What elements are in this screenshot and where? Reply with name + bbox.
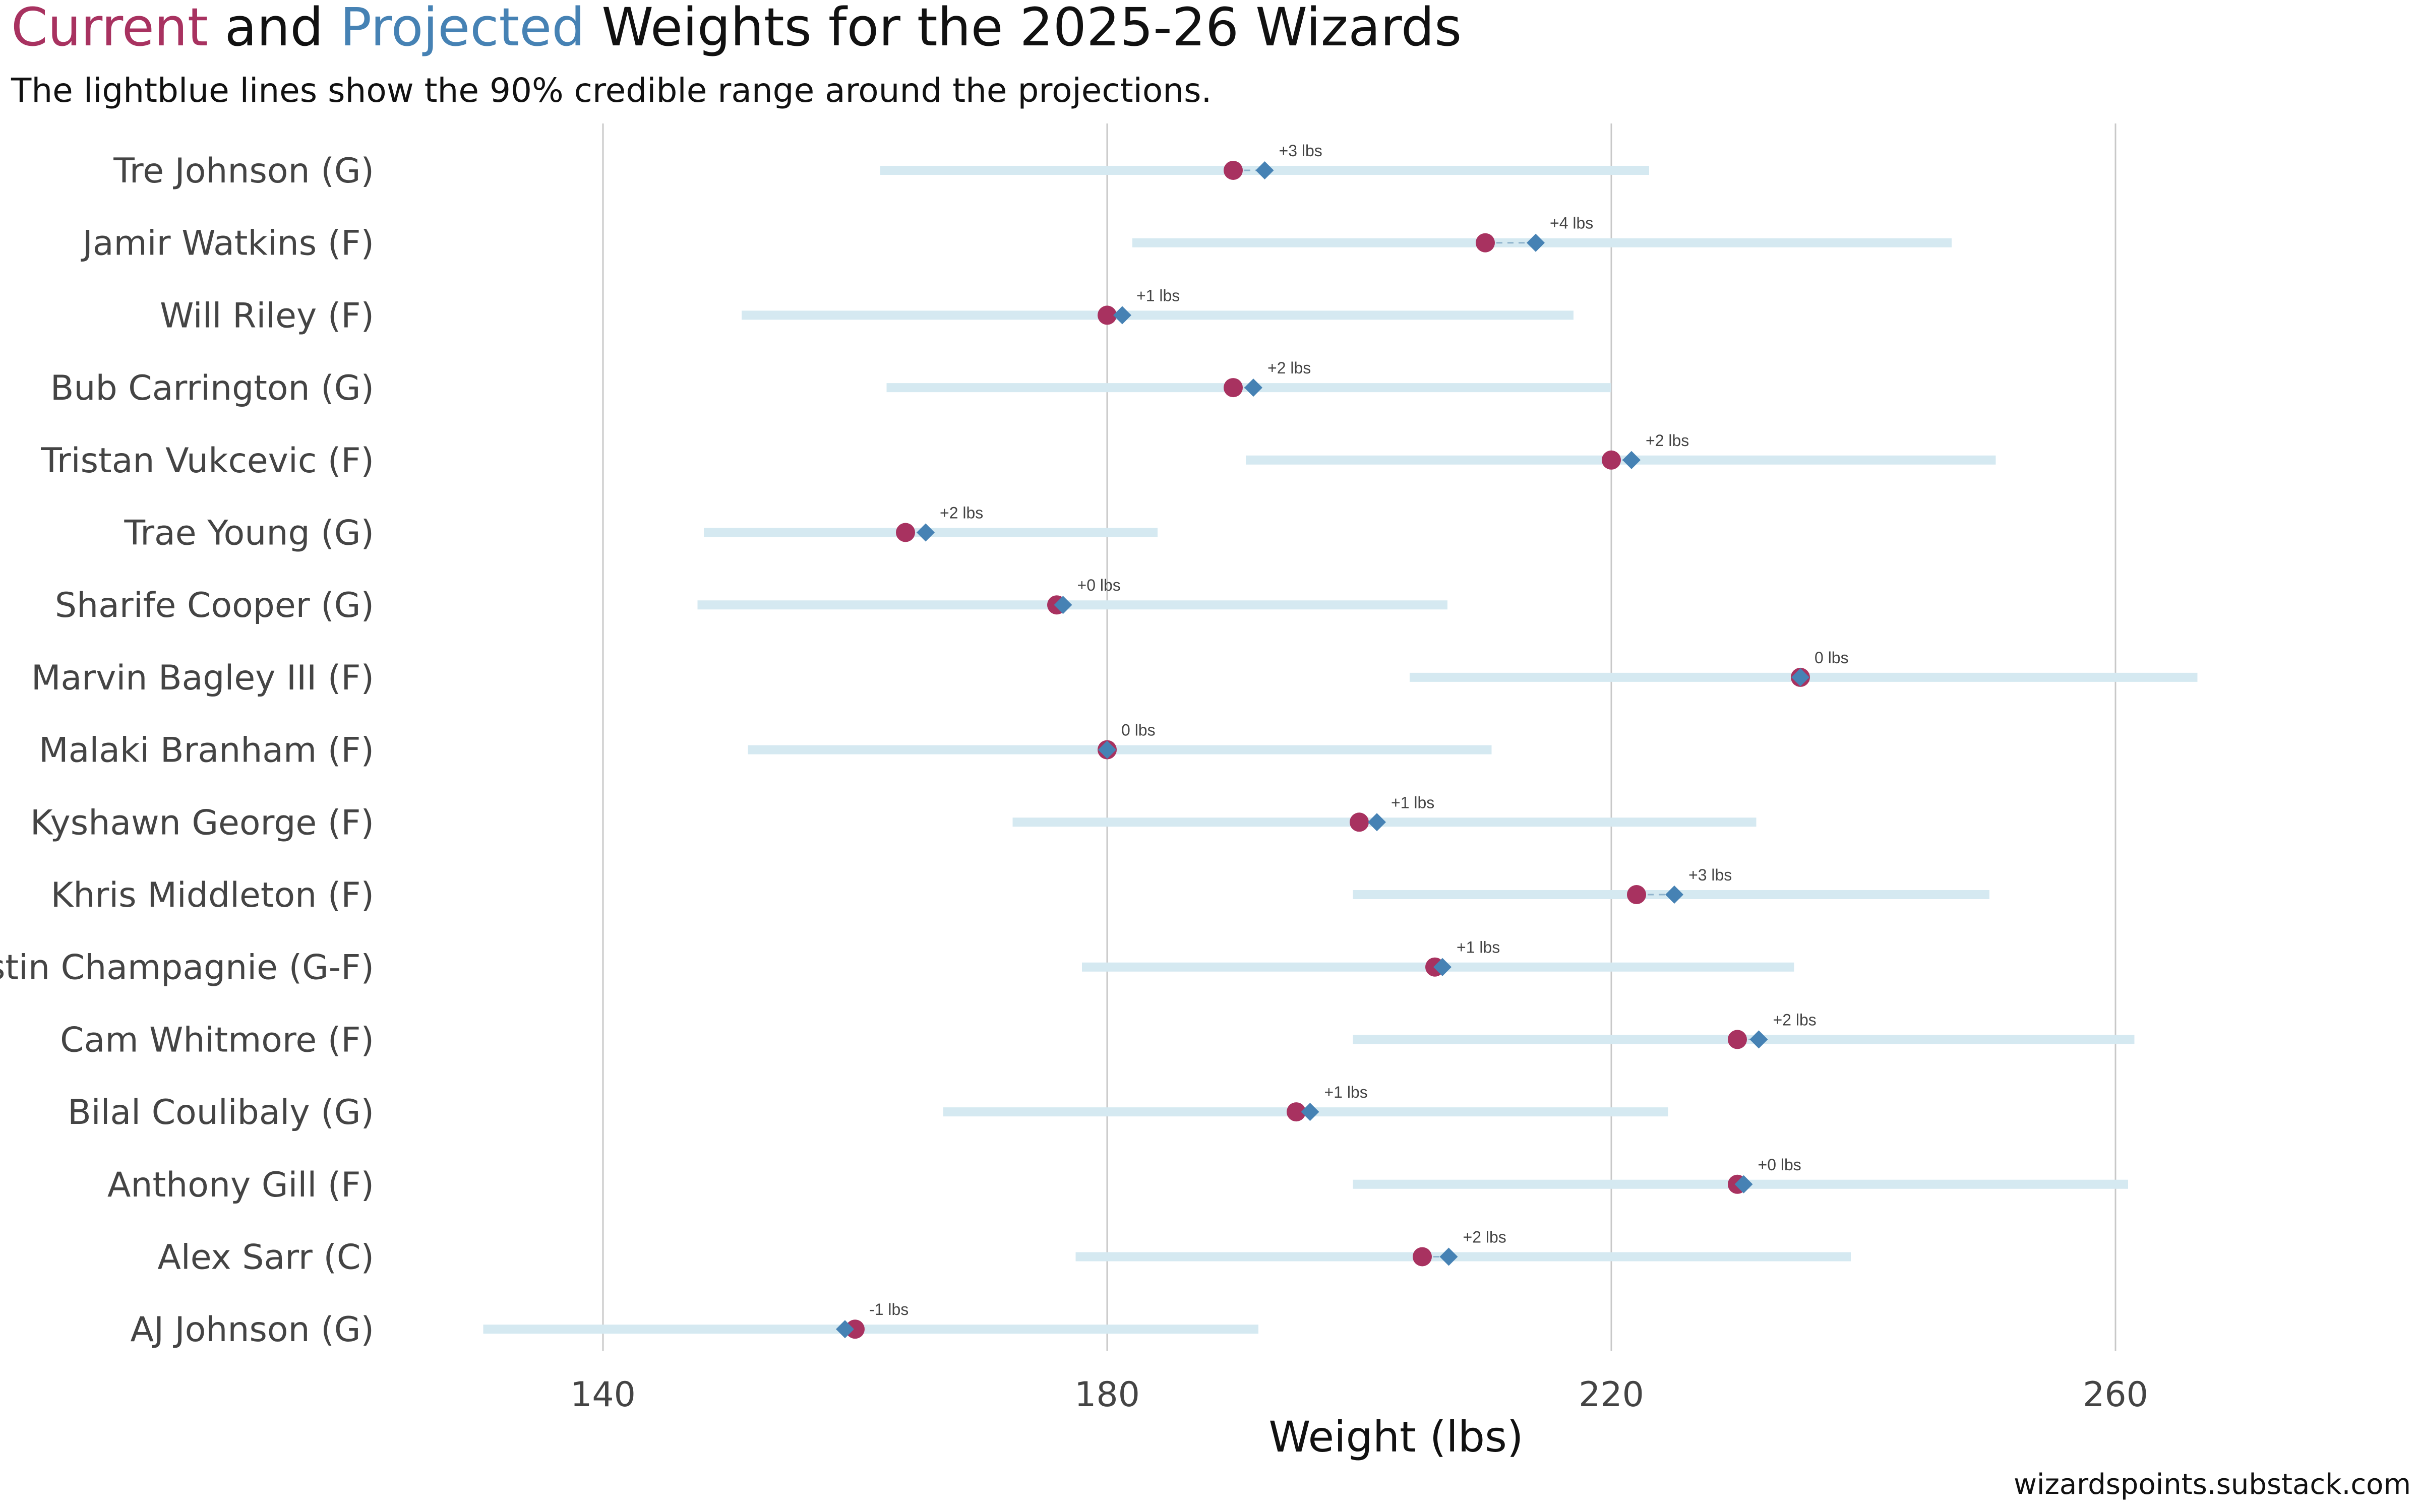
title-part-3: Weights for the 2025-26 Wizards — [585, 0, 1462, 58]
delta-label-tre-johnson-g: +3 lbs — [1279, 142, 1322, 160]
y-label-aj-johnson-g: AJ Johnson (G) — [130, 1310, 374, 1350]
delta-label-will-riley-f: +1 lbs — [1136, 286, 1180, 304]
x-axis-title: Weight (lbs) — [1268, 1412, 1523, 1462]
current-point-tre-johnson-g — [1224, 161, 1243, 180]
chart-subtitle: The lightblue lines show the 90% credibl… — [11, 71, 1212, 110]
x-tick-140: 140 — [570, 1375, 636, 1415]
y-label-bub-carrington-g: Bub Carrington (G) — [50, 368, 374, 408]
y-label-marvin-bagley-iii-f: Marvin Bagley III (F) — [31, 658, 374, 698]
current-point-kyshawn-george-f — [1350, 812, 1369, 832]
y-label-bilal-coulibaly-g: Bilal Coulibaly (G) — [68, 1093, 374, 1132]
current-point-bub-carrington-g — [1224, 378, 1243, 398]
projected-point-trae-young-g — [917, 523, 935, 542]
projected-point-malaki-branham-f — [1098, 740, 1116, 759]
player-labels: +3 lbs Tre Johnson (G) +4 lbs Jamir Watkins… — [0, 142, 1849, 1350]
delta-label-tristan-vukcevic-f: +2 lbs — [1646, 431, 1689, 450]
delta-label-jamir-watkins-f: +4 lbs — [1550, 214, 1593, 232]
projected-point-bub-carrington-g — [1244, 379, 1262, 397]
delta-label-anthony-gill-f: +0 lbs — [1758, 1156, 1801, 1174]
projected-point-will-riley-f — [1113, 306, 1131, 325]
delta-label-bub-carrington-g: +2 lbs — [1267, 359, 1311, 377]
delta-label-kyshawn-george-f: +1 lbs — [1391, 793, 1434, 811]
delta-label-alex-sarr-c: +2 lbs — [1463, 1228, 1506, 1246]
current-point-aj-johnson-g — [845, 1319, 865, 1339]
delta-label-aj-johnson-g: -1 lbs — [869, 1300, 909, 1318]
projected-point-alex-sarr-c — [1439, 1247, 1458, 1266]
title-part-1: and — [208, 0, 340, 58]
y-label-malaki-branham-f: Malaki Branham (F) — [39, 731, 374, 771]
current-point-trae-young-g — [896, 523, 915, 542]
y-label-anthony-gill-f: Anthony Gill (F) — [107, 1165, 374, 1205]
chart-title: Current and Projected Weights for the 20… — [11, 0, 1462, 58]
x-tick-260: 260 — [2083, 1375, 2148, 1415]
y-label-tristan-vukcevic-f: Tristan Vukcevic (F) — [40, 441, 374, 481]
delta-label-sharife-cooper-g: +0 lbs — [1077, 576, 1121, 594]
y-label-will-riley-f: Will Riley (F) — [160, 296, 374, 336]
x-tick-180: 180 — [1074, 1375, 1140, 1415]
title-part-2: Projected — [340, 0, 585, 58]
projected-point-tristan-vukcevic-f — [1622, 451, 1641, 469]
delta-label-justin-champagnie-g-f: +1 lbs — [1457, 938, 1500, 957]
x-axis-ticks: 140 180 220 260 — [570, 1375, 2148, 1415]
projected-point-cam-whitmore-f — [1749, 1030, 1768, 1049]
y-label-sharife-cooper-g: Sharife Cooper (G) — [55, 586, 374, 625]
projected-point-bilal-coulibaly-g — [1301, 1103, 1319, 1121]
current-point-jamir-watkins-f — [1476, 233, 1495, 253]
projected-point-justin-champagnie-g-f — [1433, 958, 1451, 976]
projected-point-khris-middleton-f — [1665, 886, 1683, 904]
y-label-jamir-watkins-f: Jamir Watkins (F) — [81, 224, 374, 264]
y-label-khris-middleton-f: Khris Middleton (F) — [51, 875, 374, 915]
projected-point-marvin-bagley-iii-f — [1791, 668, 1809, 686]
y-label-kyshawn-george-f: Kyshawn George (F) — [30, 803, 374, 843]
y-label-cam-whitmore-f: Cam Whitmore (F) — [60, 1020, 374, 1060]
projected-point-tre-johnson-g — [1255, 161, 1274, 179]
x-tick-220: 220 — [1579, 1375, 1644, 1415]
projected-point-jamir-watkins-f — [1527, 233, 1545, 252]
delta-label-khris-middleton-f: +3 lbs — [1688, 866, 1732, 884]
delta-label-marvin-bagley-iii-f: 0 lbs — [1814, 649, 1849, 667]
y-label-tre-johnson-g: Tre Johnson (G) — [113, 151, 374, 191]
gridlines — [602, 123, 2116, 1351]
delta-label-cam-whitmore-f: +2 lbs — [1773, 1011, 1817, 1029]
projected-point-anthony-gill-f — [1734, 1175, 1753, 1193]
projected-point-kyshawn-george-f — [1368, 813, 1386, 832]
weight-points — [836, 161, 1810, 1339]
current-point-bilal-coulibaly-g — [1287, 1102, 1306, 1122]
credit-text: wizardspoints.substack.com — [2014, 1468, 2411, 1501]
current-point-will-riley-f — [1098, 305, 1117, 325]
current-point-cam-whitmore-f — [1728, 1030, 1747, 1049]
y-label-justin-champagnie-g-f: Justin Champagnie (G-F) — [0, 948, 374, 988]
delta-label-bilal-coulibaly-g: +1 lbs — [1324, 1083, 1368, 1101]
y-label-trae-young-g: Trae Young (G) — [124, 514, 374, 553]
current-point-alex-sarr-c — [1413, 1247, 1432, 1267]
current-point-khris-middleton-f — [1627, 885, 1646, 904]
projected-point-aj-johnson-g — [836, 1320, 854, 1339]
current-point-tristan-vukcevic-f — [1602, 450, 1621, 470]
credible-ranges — [483, 166, 2198, 1334]
y-label-alex-sarr-c: Alex Sarr (C) — [157, 1238, 374, 1278]
projected-point-sharife-cooper-g — [1054, 596, 1072, 614]
delta-label-malaki-branham-f: 0 lbs — [1121, 721, 1156, 739]
title-part-0: Current — [11, 0, 208, 58]
delta-label-trae-young-g: +2 lbs — [940, 504, 983, 522]
